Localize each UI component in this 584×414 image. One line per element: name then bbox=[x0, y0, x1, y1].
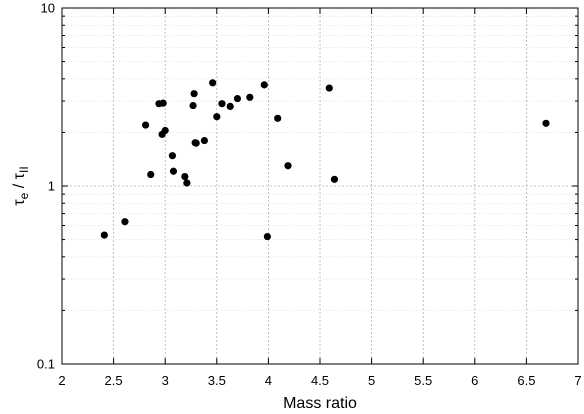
data-point bbox=[183, 179, 191, 187]
data-point bbox=[246, 93, 254, 101]
grid bbox=[62, 8, 578, 364]
data-points bbox=[100, 79, 550, 241]
x-tick-label: 3 bbox=[162, 373, 169, 388]
x-tick-label: 5.5 bbox=[414, 373, 432, 388]
data-point bbox=[168, 152, 177, 160]
data-point bbox=[213, 113, 221, 121]
y-axis-label-symbol: τ bbox=[11, 199, 28, 206]
data-point bbox=[263, 232, 271, 241]
data-point bbox=[141, 121, 150, 129]
y-axis-label-slash: / bbox=[11, 179, 28, 192]
data-point bbox=[189, 101, 197, 110]
y-axis-label: τe / τII bbox=[11, 166, 31, 205]
x-tick-label: 2.5 bbox=[105, 373, 123, 388]
y-axis-label-subscript-numerator: e bbox=[17, 192, 31, 199]
data-point bbox=[209, 79, 217, 87]
data-point bbox=[190, 90, 198, 98]
x-tick-label: 5 bbox=[368, 373, 375, 388]
axis-ticks: 2 2.5 3 3.5 4 4.5 5 5.5 6 6.5 7 0.1 1 10 bbox=[37, 1, 582, 389]
x-tick-label: 4 bbox=[265, 373, 272, 388]
y-axis-label-subscript-denominator: II bbox=[17, 166, 31, 173]
data-point bbox=[121, 218, 129, 226]
data-point bbox=[233, 94, 242, 103]
data-point bbox=[218, 100, 226, 108]
y-tick-label: 0.1 bbox=[37, 357, 55, 372]
y-tick-label: 1 bbox=[48, 179, 55, 194]
data-point bbox=[161, 126, 169, 135]
data-point bbox=[260, 81, 268, 89]
y-tick-label: 10 bbox=[41, 1, 55, 16]
y-axis-label-symbol-denominator: τ bbox=[11, 172, 28, 179]
data-point bbox=[100, 231, 108, 239]
data-point bbox=[191, 139, 199, 147]
x-axis-label: Mass ratio bbox=[283, 395, 357, 412]
data-point bbox=[226, 102, 234, 111]
data-point bbox=[200, 136, 209, 145]
data-point bbox=[542, 119, 550, 127]
data-point bbox=[159, 99, 167, 107]
x-tick-label: 7 bbox=[574, 373, 581, 388]
data-point bbox=[284, 162, 292, 170]
data-point bbox=[325, 84, 333, 92]
data-point bbox=[169, 167, 178, 175]
x-tick-label: 2 bbox=[58, 373, 65, 388]
data-point bbox=[147, 170, 155, 179]
data-point bbox=[274, 114, 282, 122]
data-point bbox=[181, 172, 189, 181]
x-tick-label: 3.5 bbox=[208, 373, 226, 388]
data-point bbox=[330, 175, 339, 183]
x-tick-label: 4.5 bbox=[311, 373, 329, 388]
x-tick-label: 6.5 bbox=[517, 373, 535, 388]
x-tick-label: 6 bbox=[471, 373, 478, 388]
